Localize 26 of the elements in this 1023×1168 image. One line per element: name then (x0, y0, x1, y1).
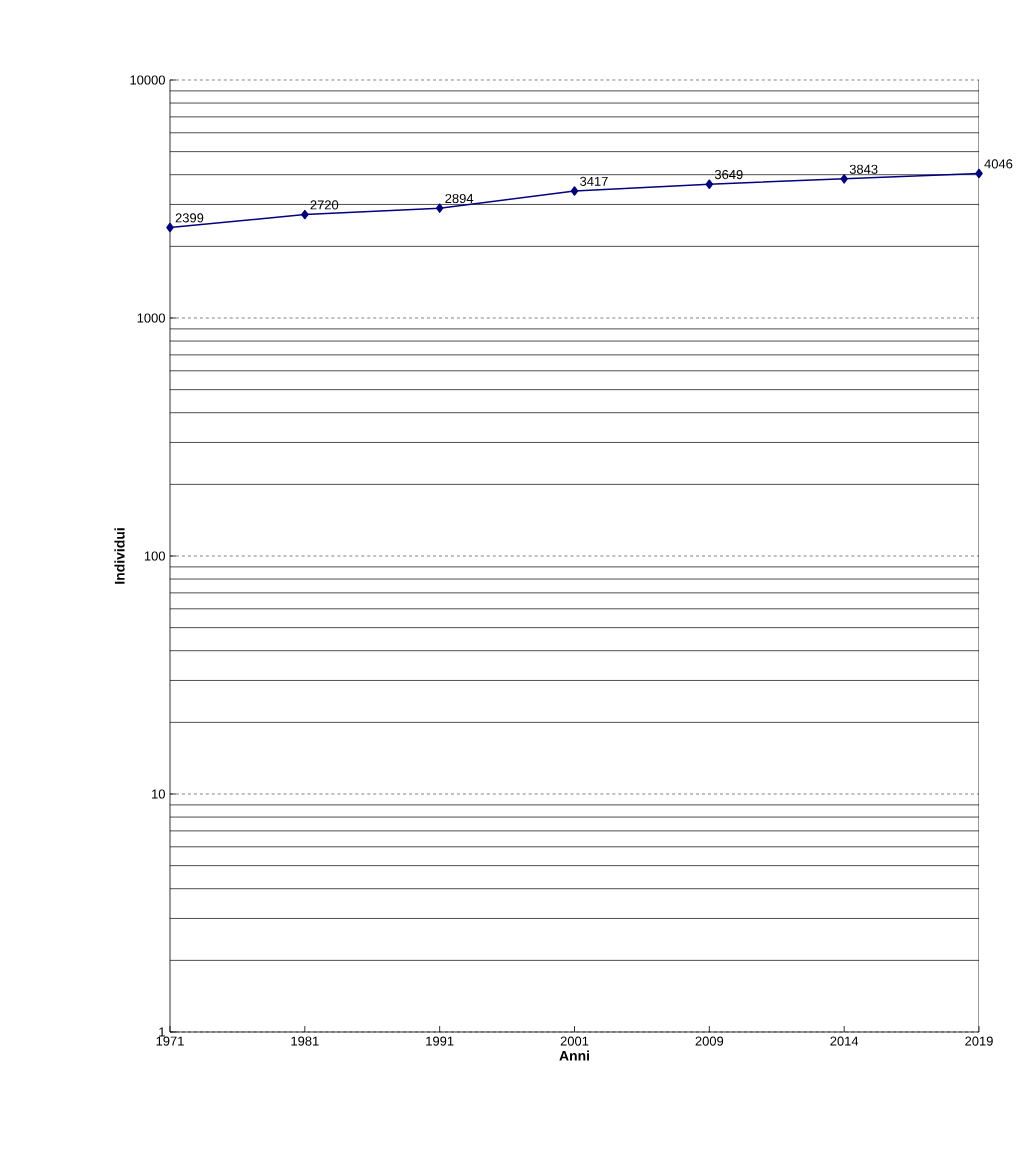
x-tick-label: 2014 (830, 1036, 859, 1046)
point (705, 179, 714, 189)
data-label: 2399 (175, 213, 204, 223)
point (166, 222, 174, 233)
y-axis-title: Individui (114, 528, 125, 584)
x-tick-label: 1971 (156, 1036, 184, 1046)
point (975, 168, 983, 179)
x-tick-label: 2009 (695, 1036, 724, 1046)
point (570, 186, 579, 196)
x-tick-label: 2019 (965, 1036, 993, 1046)
y-tick-label: 10 (152, 789, 165, 799)
data-label: 2894 (445, 193, 474, 204)
y-tick-label: 100 (144, 551, 165, 561)
point (840, 174, 848, 184)
x-axis-title: Anni (559, 1050, 590, 1061)
y-tick-label: 10000 (130, 75, 165, 85)
y-tick-label: 1000 (137, 313, 165, 323)
point (435, 203, 444, 213)
point (301, 209, 309, 220)
x-tick-label: 2001 (560, 1036, 589, 1046)
data-label: 3417 (580, 176, 608, 186)
y-tick-label: 1 (159, 1027, 165, 1037)
data-label: 4046 (984, 159, 1013, 169)
x-tick-label: 1981 (291, 1036, 319, 1046)
x-tick-label: 1991 (426, 1036, 454, 1046)
data-label: 3843 (849, 164, 878, 174)
